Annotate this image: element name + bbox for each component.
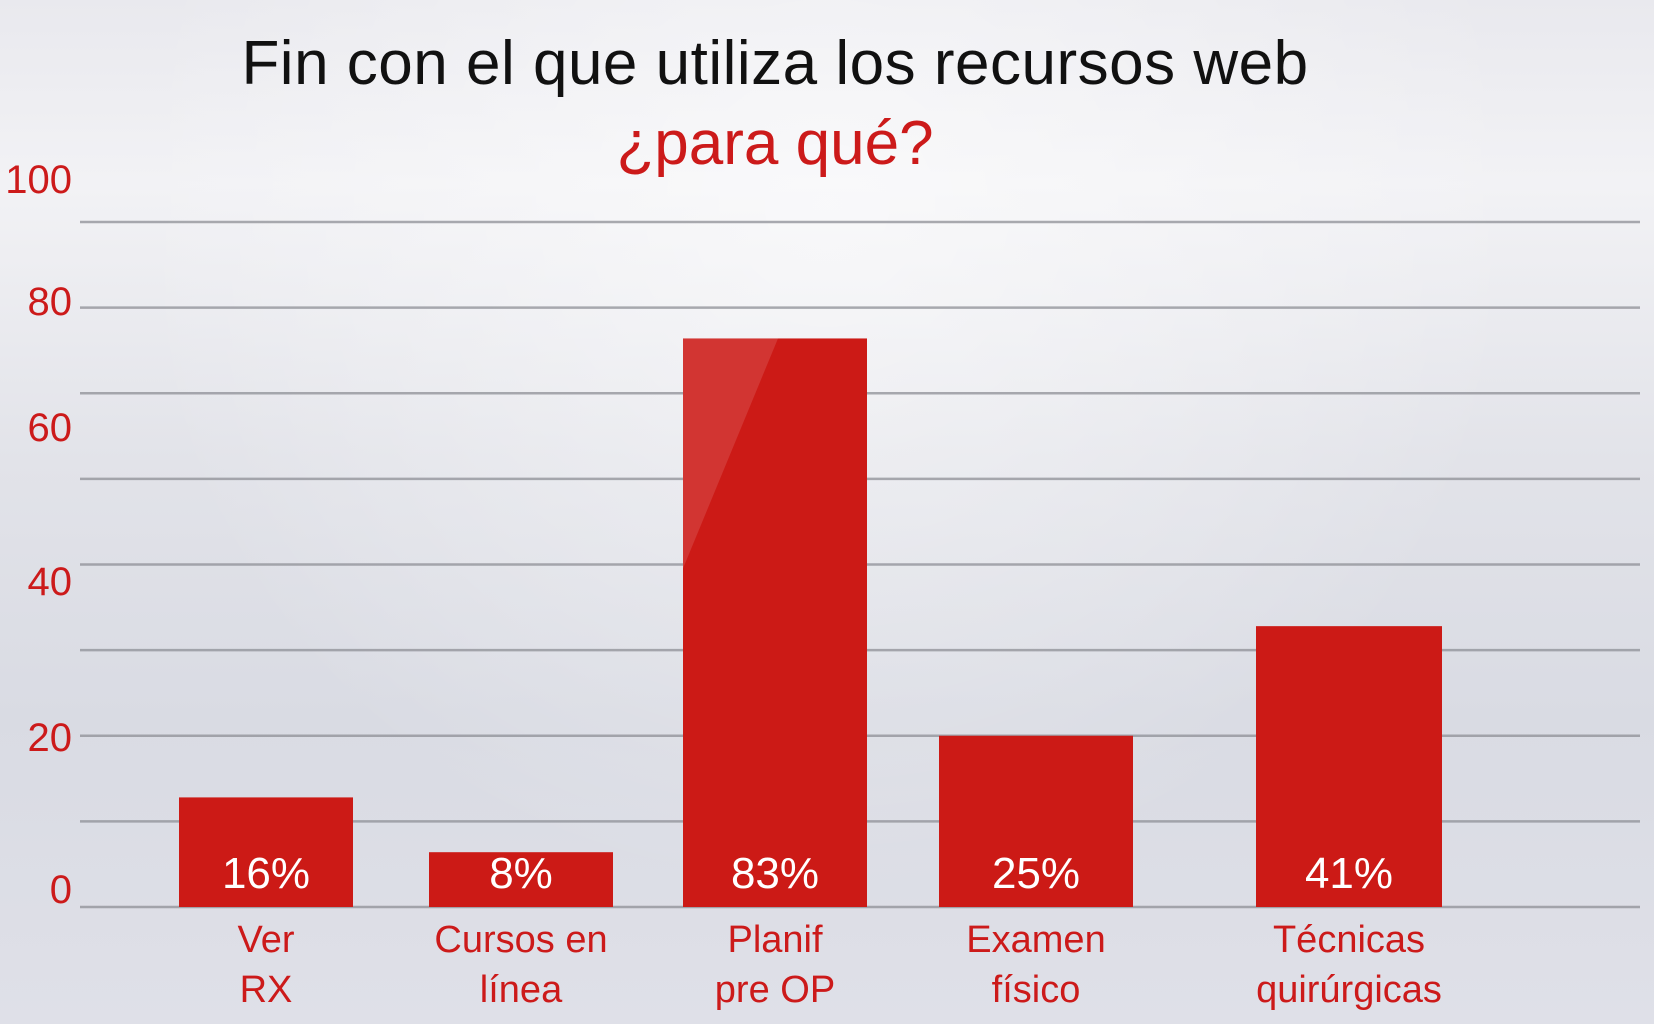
bar	[1256, 626, 1442, 907]
chart-subtitle: ¿para qué?	[616, 109, 934, 178]
data-labels: 16% 8% 83% 25% 41%	[222, 849, 1393, 898]
y-tick-label: 40	[28, 560, 73, 604]
x-category-label: Planif	[727, 919, 822, 961]
x-axis-categories: Ver RX Cursos en línea Planif pre OP Examen fís…	[237, 919, 1441, 1011]
bar	[939, 735, 1133, 907]
chart-title: Fin con el que utiliza los recursos web	[241, 29, 1309, 98]
bar	[179, 797, 353, 907]
y-tick-label: 0	[50, 868, 72, 912]
data-label: 25%	[992, 849, 1080, 898]
x-category-label: quirúrgicas	[1256, 969, 1442, 1011]
x-category-label: Examen	[966, 919, 1105, 961]
bar	[429, 852, 613, 907]
y-tick-label: 100	[5, 158, 72, 202]
data-label: 41%	[1305, 849, 1393, 898]
bars	[179, 338, 1442, 907]
x-category-label: Ver	[237, 919, 294, 961]
x-category-label: Técnicas	[1273, 919, 1425, 961]
y-tick-label: 60	[28, 406, 73, 450]
bar-highlight	[683, 338, 778, 569]
x-category-label: Cursos en	[434, 919, 607, 961]
x-category-label: RX	[240, 969, 293, 1011]
data-label: 16%	[222, 849, 310, 898]
y-tick-label: 20	[28, 716, 73, 760]
x-category-label: físico	[992, 969, 1081, 1011]
x-category-label: línea	[480, 969, 563, 1011]
y-axis-ticks: 0 20 40 60 80 100	[5, 158, 72, 912]
data-label: 8%	[489, 849, 553, 898]
data-label: 83%	[731, 849, 819, 898]
x-category-label: pre OP	[715, 969, 835, 1011]
bar	[683, 338, 867, 907]
y-tick-label: 80	[28, 280, 73, 324]
